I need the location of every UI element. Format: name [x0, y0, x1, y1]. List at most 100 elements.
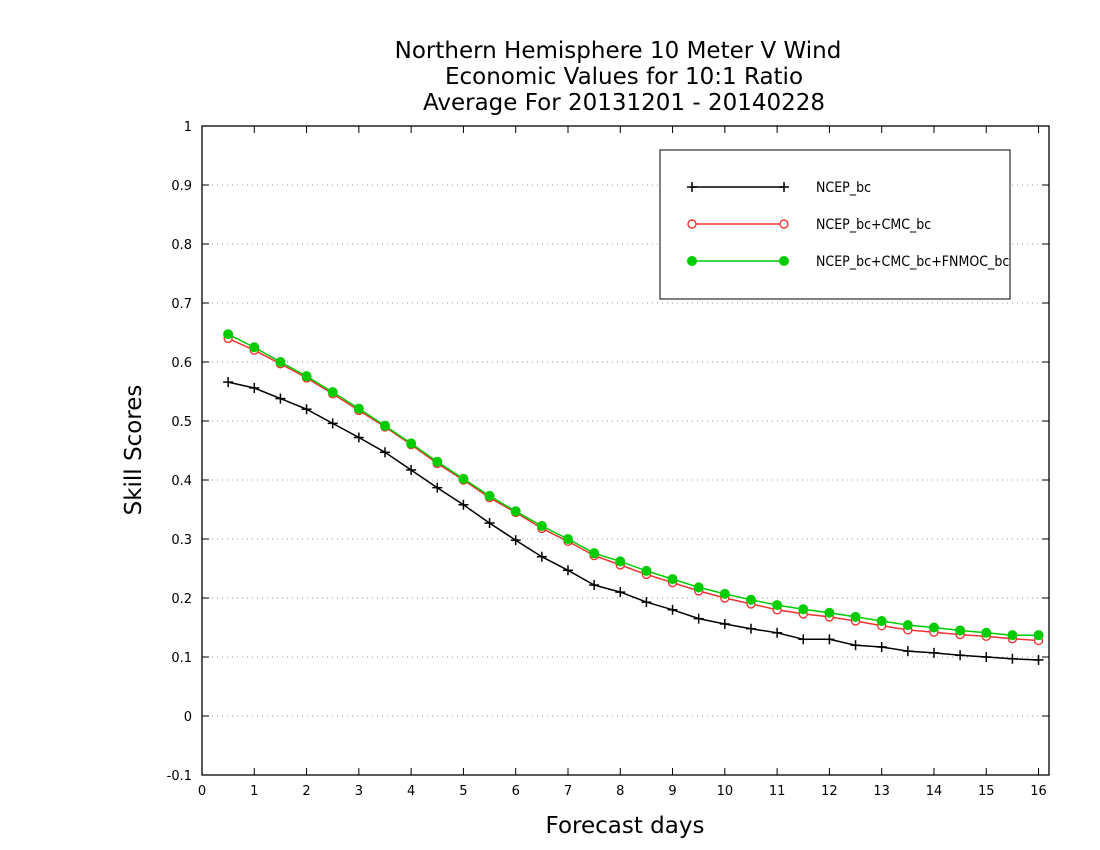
data-point-plus	[379, 447, 390, 458]
data-point-filled-circle	[850, 611, 861, 622]
series-1	[223, 377, 1044, 665]
data-point-filled-circle	[275, 357, 286, 367]
y-tick-label: 0.2	[171, 592, 192, 607]
data-point-plus	[779, 182, 789, 192]
data-point-plus	[955, 650, 966, 661]
data-point-plus	[1007, 653, 1018, 664]
data-point-open-circle	[779, 219, 789, 229]
y-axis-title: Skill Scores	[121, 385, 147, 516]
y-tick-label: 0.8	[171, 238, 192, 253]
data-point-plus	[510, 535, 521, 546]
data-point-plus	[928, 647, 939, 658]
y-tick-label: 0.4	[171, 474, 192, 489]
data-point-plus	[562, 565, 573, 576]
data-point-filled-circle	[458, 473, 469, 484]
data-point-plus	[589, 580, 600, 591]
data-point-filled-circle	[693, 582, 704, 593]
data-point-filled-circle	[327, 387, 338, 398]
y-tick-label: 0.6	[171, 356, 192, 371]
legend-entry: NCEP_bc+CMC_bc+FNMOC_bc	[687, 254, 1009, 270]
data-point-filled-circle	[719, 588, 730, 599]
data-point-plus	[772, 627, 783, 638]
y-tick-label: 0.5	[171, 415, 192, 430]
chart-title-line-2: Economic Values for 10:1 Ratio	[445, 64, 803, 90]
legend-label: NCEP_bc+CMC_bc+FNMOC_bc	[816, 254, 1009, 270]
series-3	[223, 329, 1044, 641]
data-point-filled-circle	[301, 371, 312, 382]
data-point-filled-circle	[902, 620, 913, 631]
x-tick-label: 1	[250, 784, 258, 799]
chart-title: Northern Hemisphere 10 Meter V Wind Econ…	[395, 38, 842, 116]
data-point-filled-circle	[772, 600, 783, 611]
data-point-filled-circle	[641, 565, 652, 576]
series-line	[227, 337, 1039, 642]
data-point-filled-circle	[928, 622, 939, 633]
x-tick-label: 0	[198, 784, 206, 799]
data-point-plus	[249, 382, 260, 393]
y-tick-label: -0.1	[167, 769, 192, 784]
y-axis-ticks: -0.1 0 0.1 0.2 0.3 0.4 0.5 0.6 0.7 0.8 0.9 1	[167, 120, 1049, 784]
data-point-filled-circle	[1007, 630, 1018, 641]
data-point-plus	[1033, 654, 1044, 665]
data-point-plus	[745, 623, 756, 634]
data-point-plus	[406, 464, 417, 475]
data-point-plus	[876, 641, 887, 652]
x-tick-label: 3	[355, 784, 363, 799]
data-point-plus	[458, 499, 469, 510]
data-point-filled-circle	[353, 403, 364, 414]
data-point-plus	[275, 393, 286, 404]
data-point-plus	[432, 482, 443, 493]
data-point-filled-circle	[510, 506, 521, 517]
data-point-filled-circle	[981, 627, 992, 638]
data-point-plus	[824, 634, 835, 645]
data-point-filled-circle	[955, 625, 966, 636]
x-tick-label: 16	[1030, 784, 1047, 799]
y-tick-label: 0	[184, 710, 192, 725]
data-point-filled-circle	[379, 420, 390, 431]
data-point-plus	[223, 377, 234, 388]
chart-title-line-1: Northern Hemisphere 10 Meter V Wind	[395, 38, 842, 64]
x-tick-label: 9	[668, 784, 676, 799]
data-point-filled-circle	[798, 604, 809, 615]
data-point-plus	[301, 404, 312, 415]
data-point-filled-circle	[687, 256, 697, 266]
data-point-filled-circle	[667, 574, 678, 585]
data-point-filled-circle	[779, 256, 789, 266]
series-line	[227, 333, 1039, 636]
x-tick-label: 7	[564, 784, 572, 799]
data-point-open-circle	[687, 219, 697, 229]
y-tick-label: 1	[184, 120, 192, 135]
data-point-filled-circle	[432, 456, 443, 467]
legend: NCEP_bc NCEP_bc+CMC_bc NCEP_bc+CMC_bc+FNMO…	[659, 149, 1011, 300]
data-point-filled-circle	[536, 521, 547, 532]
legend-entry: NCEP_bc	[687, 180, 871, 196]
data-point-plus	[902, 646, 913, 657]
data-point-plus	[641, 597, 652, 608]
data-point-filled-circle	[824, 607, 835, 618]
x-tick-label: 8	[616, 784, 624, 799]
data-point-filled-circle	[223, 329, 234, 340]
x-tick-label: 2	[302, 784, 310, 799]
x-tick-label: 4	[407, 784, 415, 799]
plot-frame	[201, 125, 1050, 776]
series-2	[223, 333, 1044, 646]
data-point-filled-circle	[745, 594, 756, 605]
x-tick-label: 5	[459, 784, 467, 799]
data-point-filled-circle	[589, 548, 600, 559]
y-tick-label: 0.7	[171, 297, 192, 312]
y-tick-label: 0.1	[171, 651, 192, 666]
x-axis-title: Forecast days	[546, 813, 705, 839]
data-point-filled-circle	[484, 490, 495, 501]
chart-title-line-3: Average For 20131201 - 20140228	[423, 90, 825, 116]
data-point-plus	[484, 518, 495, 529]
x-tick-label: 6	[512, 784, 520, 799]
data-point-filled-circle	[562, 534, 573, 544]
data-point-plus	[615, 587, 626, 598]
data-point-plus	[981, 652, 992, 662]
data-point-filled-circle	[406, 438, 417, 449]
data-point-filled-circle	[615, 556, 626, 567]
legend-entry: NCEP_bc+CMC_bc	[687, 217, 931, 233]
x-tick-label: 15	[978, 784, 995, 799]
data-point-plus	[667, 604, 678, 615]
